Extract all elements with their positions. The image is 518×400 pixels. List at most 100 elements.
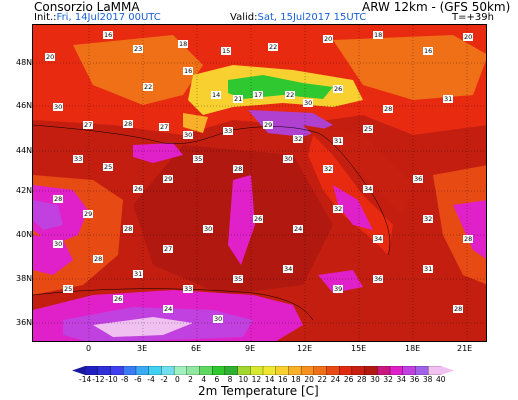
colorbar-tick-label: 24 bbox=[330, 375, 341, 384]
station-value: 30 bbox=[53, 103, 64, 111]
station-value: 32 bbox=[423, 215, 434, 223]
lat-label: 36N bbox=[16, 318, 33, 327]
sardinia bbox=[228, 175, 255, 265]
africa-coastline bbox=[33, 288, 314, 321]
station-value: 29 bbox=[163, 175, 174, 183]
colorbar-tick-label: 10 bbox=[238, 375, 248, 384]
station-value: 32 bbox=[333, 205, 344, 213]
algeria-pale bbox=[93, 317, 193, 337]
header-valid: Valid:Sat, 15Jul2017 15UTC bbox=[230, 12, 366, 23]
colorbar-tick-label: 2 bbox=[188, 375, 193, 384]
colorbar-swatch bbox=[250, 366, 264, 375]
colorbar-tick-label: 32 bbox=[383, 375, 393, 384]
colorbar-tick-label: 18 bbox=[291, 375, 301, 384]
colorbar-tick-label: 4 bbox=[201, 375, 207, 384]
station-value: 29 bbox=[83, 210, 94, 218]
station-value: 28 bbox=[93, 255, 104, 263]
station-value: 34 bbox=[363, 185, 374, 193]
station-value: 25 bbox=[63, 285, 74, 293]
station-value: 31 bbox=[133, 270, 144, 278]
lat-label: 46N bbox=[16, 101, 33, 110]
colorbar-title: 2m Temperature [C] bbox=[198, 384, 319, 398]
colorbar-swatch bbox=[148, 366, 163, 375]
colorbar-swatch bbox=[326, 366, 340, 375]
lat-label: 40N bbox=[16, 230, 33, 239]
colorbar-tick-label: 40 bbox=[436, 375, 446, 384]
colorbar-tick-label: 20 bbox=[304, 375, 314, 384]
colorbar-swatch bbox=[224, 366, 239, 375]
station-value: 30 bbox=[53, 240, 64, 248]
station-value: 28 bbox=[123, 120, 134, 128]
station-value: 26 bbox=[113, 295, 124, 303]
colorbar-tick-label: -10 bbox=[105, 375, 118, 384]
colorbar-swatch bbox=[351, 366, 366, 375]
station-value: 22 bbox=[285, 91, 296, 99]
colorbar-swatch bbox=[288, 366, 302, 375]
colorbar-swatch bbox=[135, 366, 150, 375]
station-value: 20 bbox=[463, 33, 474, 41]
sicily bbox=[318, 270, 363, 293]
station-value: 28 bbox=[123, 225, 134, 233]
lon-label: 0 bbox=[86, 344, 92, 353]
colorbar-swatch bbox=[262, 366, 277, 375]
colorbar-tick-label: 28 bbox=[357, 375, 367, 384]
colorbar-tick-label: -14 bbox=[79, 375, 92, 384]
colorbar-swatch bbox=[389, 366, 404, 375]
station-value: 16 bbox=[423, 47, 434, 55]
init-value: Fri, 14Jul2017 00UTC bbox=[56, 12, 161, 23]
colorbar-tick-label: 38 bbox=[422, 375, 433, 384]
colorbar-arrow-high bbox=[440, 366, 454, 375]
lon-label: 12E bbox=[297, 344, 313, 353]
station-value: 30 bbox=[283, 155, 294, 163]
france-orange-region bbox=[73, 35, 203, 105]
station-value: 28 bbox=[383, 105, 394, 113]
station-value: 30 bbox=[183, 131, 194, 139]
colorbar-swatch bbox=[402, 366, 417, 375]
lon-label: 9E bbox=[245, 344, 256, 353]
station-value: 30 bbox=[203, 225, 214, 233]
header-init: Init.:Fri, 14Jul2017 00UTC bbox=[34, 12, 161, 23]
lon-label: 21E bbox=[457, 344, 473, 353]
colorbar-tick-label: -2 bbox=[160, 375, 168, 384]
station-value: 35 bbox=[193, 155, 204, 163]
station-value: 25 bbox=[363, 125, 374, 133]
station-value: 34 bbox=[373, 235, 384, 243]
station-value: 14 bbox=[211, 91, 222, 99]
lon-label: 15E bbox=[351, 344, 367, 353]
valid-value: Sat, 15Jul2017 15UTC bbox=[257, 12, 367, 23]
station-value: 25 bbox=[103, 163, 114, 171]
colorbar-tick-label: 12 bbox=[251, 375, 262, 384]
station-value: 34 bbox=[283, 265, 294, 273]
colorbar-tick-label: 34 bbox=[396, 375, 407, 384]
station-value: 26 bbox=[253, 215, 264, 223]
lat-label: 38N bbox=[16, 274, 33, 283]
colorbar-tick-label: 0 bbox=[174, 375, 180, 384]
colorbar-tick-label: 36 bbox=[409, 375, 420, 384]
colorbar-tick-label: 6 bbox=[214, 375, 220, 384]
colorbar-swatch bbox=[300, 366, 315, 375]
colorbar-swatch bbox=[427, 366, 442, 375]
station-value: 32 bbox=[323, 165, 334, 173]
station-value: 16 bbox=[183, 67, 194, 75]
station-value: 36 bbox=[413, 175, 424, 183]
station-value: 21 bbox=[233, 95, 244, 103]
graticule bbox=[33, 25, 486, 341]
colorbar-swatch bbox=[415, 366, 429, 375]
balkans-orange-region bbox=[333, 35, 486, 100]
gulf-magenta bbox=[133, 143, 183, 163]
station-value: 22 bbox=[268, 43, 279, 51]
greece-hot bbox=[433, 165, 486, 285]
station-value: 31 bbox=[423, 265, 434, 273]
station-value: 30 bbox=[303, 99, 314, 107]
header-model: ARW 12km - (GFS 50km) bbox=[362, 0, 511, 14]
station-value: 20 bbox=[45, 53, 56, 61]
colorbar-swatch bbox=[161, 366, 175, 375]
station-value: 29 bbox=[263, 121, 274, 129]
station-value: 28 bbox=[233, 165, 244, 173]
station-value: 26 bbox=[333, 85, 344, 93]
colorbar-tick-label: 14 bbox=[264, 375, 275, 384]
colorbar-swatch bbox=[275, 366, 290, 375]
station-value: 28 bbox=[53, 195, 64, 203]
colorbar-swatch bbox=[339, 366, 353, 375]
station-value: 17 bbox=[253, 91, 264, 99]
